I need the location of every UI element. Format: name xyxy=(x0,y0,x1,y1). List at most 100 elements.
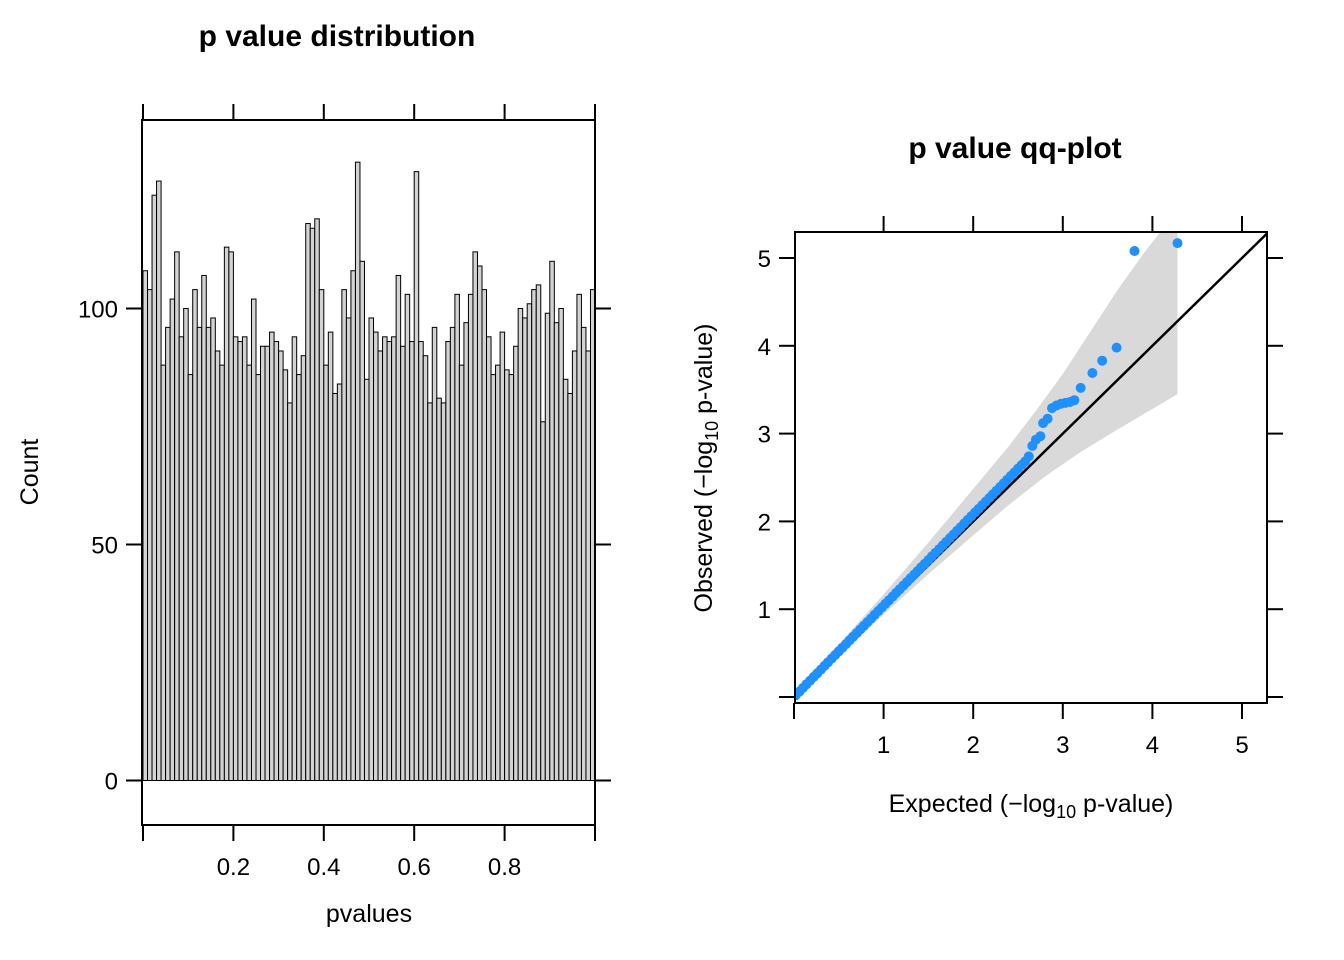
histogram-y-tick-label: 100 xyxy=(78,297,118,324)
histogram-bar xyxy=(345,317,352,781)
histogram-bar xyxy=(300,355,307,781)
qq-x-tick-label: 1 xyxy=(877,732,890,759)
histogram-bar xyxy=(395,274,402,781)
histogram-bar xyxy=(282,369,289,781)
histogram-bar xyxy=(495,364,501,781)
histogram-bar xyxy=(332,392,338,781)
histogram-axes: 0.2 0.4 0.6 0.8 0 50 100 xyxy=(78,104,611,881)
histogram-bar xyxy=(178,336,185,781)
histogram-bar xyxy=(454,293,460,781)
qq-point xyxy=(1069,395,1080,406)
histogram-bar xyxy=(544,312,551,781)
histogram-bar xyxy=(499,331,506,781)
qq-y-tick-label: 4 xyxy=(758,334,771,361)
histogram-bar xyxy=(486,336,492,781)
histogram-bar xyxy=(531,289,537,781)
histogram-xlabel: pvalues xyxy=(326,900,412,928)
histogram-bar xyxy=(404,293,411,781)
histogram-bar xyxy=(400,345,406,781)
histogram-bar xyxy=(553,322,560,781)
histogram-bar xyxy=(273,341,280,781)
histogram-bar xyxy=(359,260,365,781)
histogram-bar xyxy=(309,227,316,781)
histogram-bar xyxy=(535,284,542,781)
histogram-bar xyxy=(241,336,248,781)
histogram-bar xyxy=(571,350,578,781)
histogram-bar xyxy=(354,161,361,781)
histogram-bar xyxy=(269,331,275,781)
histogram-bar xyxy=(540,421,546,781)
histogram-bar xyxy=(323,364,329,781)
histogram-bar xyxy=(427,402,433,781)
histogram-bar xyxy=(422,355,429,781)
histogram-bar xyxy=(264,345,271,781)
histogram-bar xyxy=(436,397,442,781)
histogram-x-tick-label: 0.6 xyxy=(398,854,431,881)
qq-point xyxy=(1097,355,1108,366)
histogram-bar xyxy=(382,336,388,781)
histogram-bar xyxy=(232,336,239,781)
histogram-bar xyxy=(160,364,167,781)
histogram-bar xyxy=(192,289,198,781)
histogram-bar xyxy=(476,265,483,781)
histogram-bar xyxy=(187,374,194,781)
qq-point xyxy=(1172,238,1183,249)
histogram-bar xyxy=(318,289,325,781)
histogram-bar xyxy=(174,251,180,782)
histogram-bar xyxy=(513,345,519,781)
histogram-bar xyxy=(463,322,469,781)
histogram-bar xyxy=(169,298,176,781)
histogram-bar xyxy=(165,326,171,781)
histogram-bar xyxy=(467,293,474,781)
histogram-title: p value distribution xyxy=(199,20,476,53)
qq-point xyxy=(1035,431,1046,442)
histogram-bars xyxy=(142,161,596,782)
qq-point xyxy=(1111,342,1122,353)
histogram-bar xyxy=(156,180,162,781)
histogram-bar xyxy=(237,341,243,781)
histogram-bar xyxy=(260,345,266,781)
qq-x-tick-label: 5 xyxy=(1235,732,1248,759)
qq-y-tick-label: 1 xyxy=(758,597,771,624)
histogram-bar xyxy=(418,341,424,781)
qq-panel: p value qq-plot 1 2 3 4 5 1 2 3 4 5 Expected (−lo… xyxy=(690,132,1283,822)
histogram-bar xyxy=(219,364,225,781)
histogram-x-tick-label: 0.2 xyxy=(217,854,250,881)
histogram-ylabel: Count xyxy=(16,439,44,506)
histogram-bar xyxy=(522,317,528,781)
qq-xlabel: Expected (−log10 p-value) xyxy=(889,790,1174,822)
histogram-bar xyxy=(278,350,284,781)
histogram-bar xyxy=(147,289,153,781)
histogram-bar xyxy=(558,308,564,781)
histogram-bar xyxy=(567,392,573,781)
histogram-bar xyxy=(409,341,415,781)
histogram-bar xyxy=(580,326,587,781)
histogram-bar xyxy=(341,289,347,781)
qq-x-tick-label: 2 xyxy=(967,732,980,759)
histogram-bar xyxy=(327,331,334,781)
histogram-bar xyxy=(377,350,384,781)
histogram-bar xyxy=(368,317,375,781)
histogram-bar xyxy=(458,364,465,781)
histogram-bar xyxy=(391,336,397,781)
histogram-bar xyxy=(228,251,234,782)
histogram-x-tick-label: 0.4 xyxy=(307,854,340,881)
qq-points xyxy=(795,238,1183,701)
histogram-bar xyxy=(526,303,533,781)
histogram-bar xyxy=(576,293,582,781)
histogram-bar xyxy=(562,378,569,781)
qq-title: p value qq-plot xyxy=(908,132,1121,165)
histogram-bar xyxy=(350,270,356,781)
histogram-bar xyxy=(363,378,370,781)
qq-confidence-band xyxy=(795,232,1178,697)
histogram-bar xyxy=(255,374,262,781)
qq-axes: 1 2 3 4 5 1 2 3 4 5 xyxy=(758,216,1283,759)
histogram-bar xyxy=(431,326,438,781)
histogram-bar xyxy=(246,364,252,781)
histogram-bar xyxy=(549,260,555,781)
histogram-bar xyxy=(205,326,212,781)
qq-point xyxy=(1023,451,1034,462)
histogram-bar xyxy=(223,246,230,781)
histogram-bar xyxy=(296,374,302,781)
